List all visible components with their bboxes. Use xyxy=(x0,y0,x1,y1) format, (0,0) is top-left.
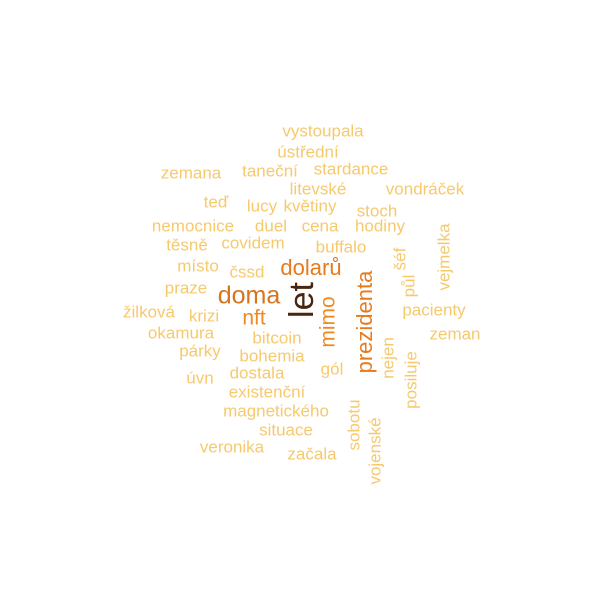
word-mimo: mimo xyxy=(316,296,340,348)
word-stardance: stardance xyxy=(313,159,389,179)
word-sef: šéf xyxy=(390,247,410,271)
word-okamura: okamura xyxy=(147,323,215,343)
word-stoch: stoch xyxy=(356,201,398,221)
word-vojenske: vojenské xyxy=(365,417,385,485)
word-duel: duel xyxy=(254,216,288,236)
word-krizi: krizi xyxy=(188,306,220,326)
word-buffalo: buffalo xyxy=(315,237,367,257)
word-covidem: covidem xyxy=(221,233,285,253)
word-ted: teď xyxy=(203,192,229,212)
word-tesne: těsně xyxy=(166,235,208,255)
word-prezidenta: prezidenta xyxy=(352,270,377,374)
word-uvn: úvn xyxy=(186,368,214,388)
word-bohemia: bohemia xyxy=(239,346,305,366)
word-nemocnice: nemocnice xyxy=(151,216,235,236)
word-lucy: lucy xyxy=(246,196,278,216)
word-bitcoin: bitcoin xyxy=(252,328,302,348)
word-dostala: dostala xyxy=(229,363,285,383)
word-zacala: začala xyxy=(287,444,337,464)
word-misto: místo xyxy=(177,256,219,276)
word-praze: praze xyxy=(164,278,208,298)
word-dolaru: dolarů xyxy=(280,255,342,280)
word-pul: půl xyxy=(399,274,419,298)
word-kvetiny: květiny xyxy=(283,196,337,216)
word-zeman: zeman xyxy=(429,324,481,344)
word-doma: doma xyxy=(217,281,281,310)
word-situace: situace xyxy=(259,420,313,440)
word-zilkova: žilková xyxy=(123,302,175,322)
word-cssd: čssd xyxy=(229,262,265,282)
word-tanecni: taneční xyxy=(242,161,298,181)
word-veronika: veronika xyxy=(199,437,265,457)
word-posiluje: posiluje xyxy=(401,351,421,409)
word-existencni: existenční xyxy=(228,382,306,402)
word-magneticke: magnetického xyxy=(223,401,329,421)
word-vejmelka: vejmelka xyxy=(434,223,454,291)
word-vystoupala: vystoupala xyxy=(282,121,364,141)
word-ustredni: ústřední xyxy=(277,142,339,162)
word-cena: cena xyxy=(301,216,339,236)
word-zemana: zemana xyxy=(160,163,222,183)
word-let: let xyxy=(283,282,321,318)
word-sobotu: sobotu xyxy=(344,399,364,451)
word-pacienty: pacienty xyxy=(402,300,466,320)
word-parky: párky xyxy=(179,341,221,361)
word-nejen: nejen xyxy=(378,337,398,379)
word-gol: gól xyxy=(320,359,344,379)
word-hodiny: hodiny xyxy=(354,216,406,236)
word-litevske: litevské xyxy=(289,179,347,199)
word-nft: nft xyxy=(242,306,266,330)
word-vondracek: vondráček xyxy=(385,179,465,199)
